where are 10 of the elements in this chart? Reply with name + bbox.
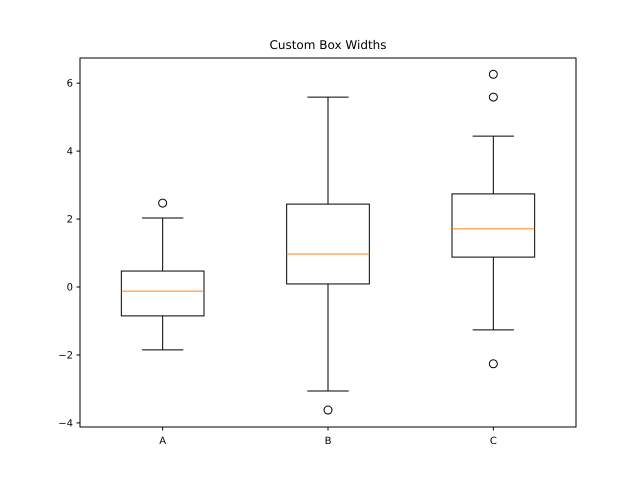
y-tick-label: 4 xyxy=(66,146,73,158)
y-tick-label: −4 xyxy=(58,418,73,430)
y-tick-label: −2 xyxy=(58,350,73,362)
x-tick-label: C xyxy=(490,436,497,447)
y-tick-label: 6 xyxy=(66,78,73,90)
y-tick-label: 0 xyxy=(66,282,73,294)
chart-title: Custom Box Widths xyxy=(269,38,387,52)
x-tick-label: B xyxy=(324,436,332,447)
x-tick-label: A xyxy=(159,436,166,447)
y-tick-label: 2 xyxy=(66,214,73,226)
